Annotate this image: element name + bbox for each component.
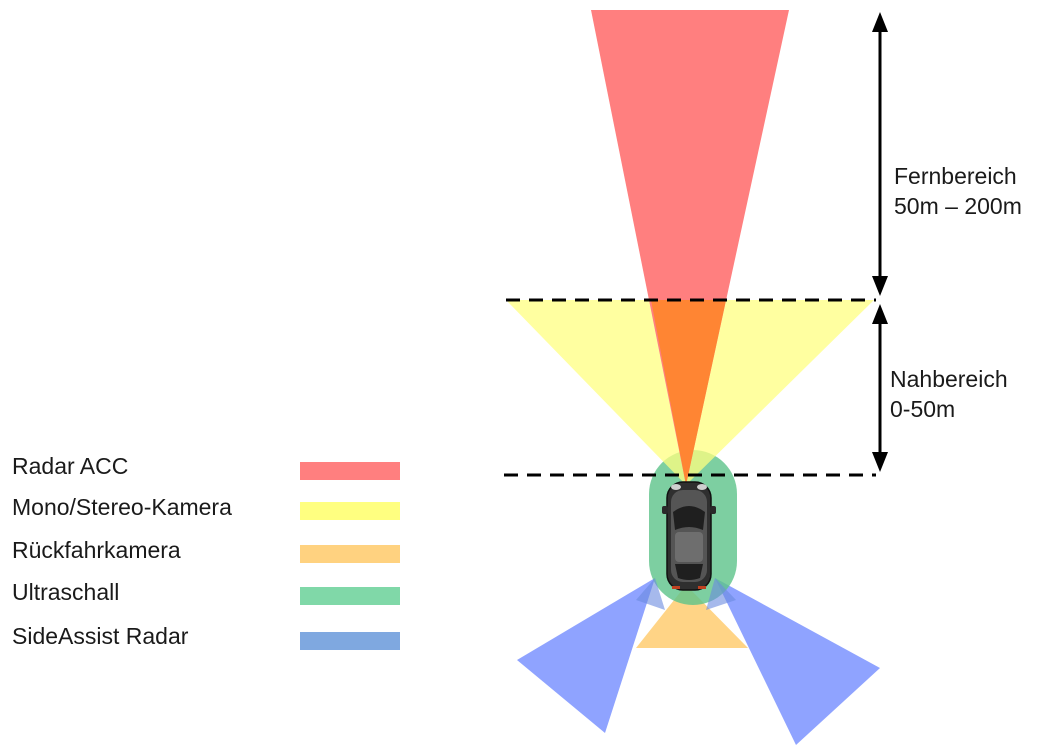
rear-camera-zone: [636, 585, 748, 648]
near-range-arrow: [872, 304, 888, 472]
radar-acc-zone: [591, 10, 789, 485]
legend-swatch-side-assist-radar: [300, 632, 400, 650]
radar-camera-overlap-zone: [651, 300, 726, 485]
legend-swatch-ultrasound: [300, 587, 400, 605]
legend-swatch-camera: [300, 502, 400, 520]
far-range-label: Fernbereich 50m – 200m: [894, 161, 1022, 221]
far-range-distance: 50m – 200m: [894, 193, 1022, 219]
side-assist-radar-left-zone: [517, 578, 655, 733]
legend-label-rear-camera: Rückfahrkamera: [12, 537, 181, 563]
side-assist-radar-right-zone: [715, 578, 880, 745]
far-range-title: Fernbereich: [894, 163, 1017, 189]
legend-swatch-rear-camera: [300, 545, 400, 563]
side-radar-overlap-left: [636, 578, 665, 610]
car-top-view-icon: [662, 481, 716, 591]
side-radar-overlap-right: [706, 578, 736, 610]
legend-label-radar-acc: Radar ACC: [12, 453, 129, 479]
near-range-distance: 0-50m: [890, 396, 956, 422]
legend-label-side-assist-radar: SideAssist Radar: [12, 623, 189, 649]
legend-label-ultrasound: Ultraschall: [12, 579, 120, 605]
legend-label-camera: Mono/Stereo-Kamera: [12, 494, 232, 520]
legend-swatch-radar-acc: [300, 462, 400, 480]
near-range-label: Nahbereich 0-50m: [890, 364, 1008, 424]
far-range-arrow: [872, 12, 888, 296]
near-range-title: Nahbereich: [890, 366, 1008, 392]
